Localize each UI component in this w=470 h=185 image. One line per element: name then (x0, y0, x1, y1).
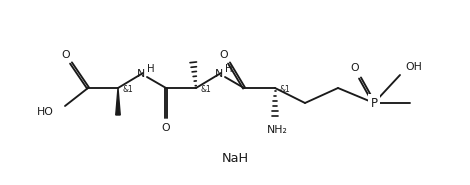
Text: NaH: NaH (221, 152, 249, 164)
Text: &1: &1 (279, 85, 290, 93)
Polygon shape (116, 88, 120, 115)
Text: O: O (351, 63, 359, 73)
Text: HO: HO (37, 107, 54, 117)
Text: P: P (370, 97, 377, 110)
Text: N: N (137, 69, 145, 79)
Text: NH₂: NH₂ (266, 125, 288, 135)
Text: N: N (215, 69, 223, 79)
Text: H: H (225, 64, 233, 74)
Text: &1: &1 (200, 85, 211, 93)
Text: H: H (147, 64, 155, 74)
Text: O: O (62, 50, 70, 60)
Text: O: O (162, 123, 170, 133)
Text: OH: OH (406, 62, 423, 72)
Text: O: O (219, 50, 228, 60)
Text: &1: &1 (122, 85, 133, 93)
